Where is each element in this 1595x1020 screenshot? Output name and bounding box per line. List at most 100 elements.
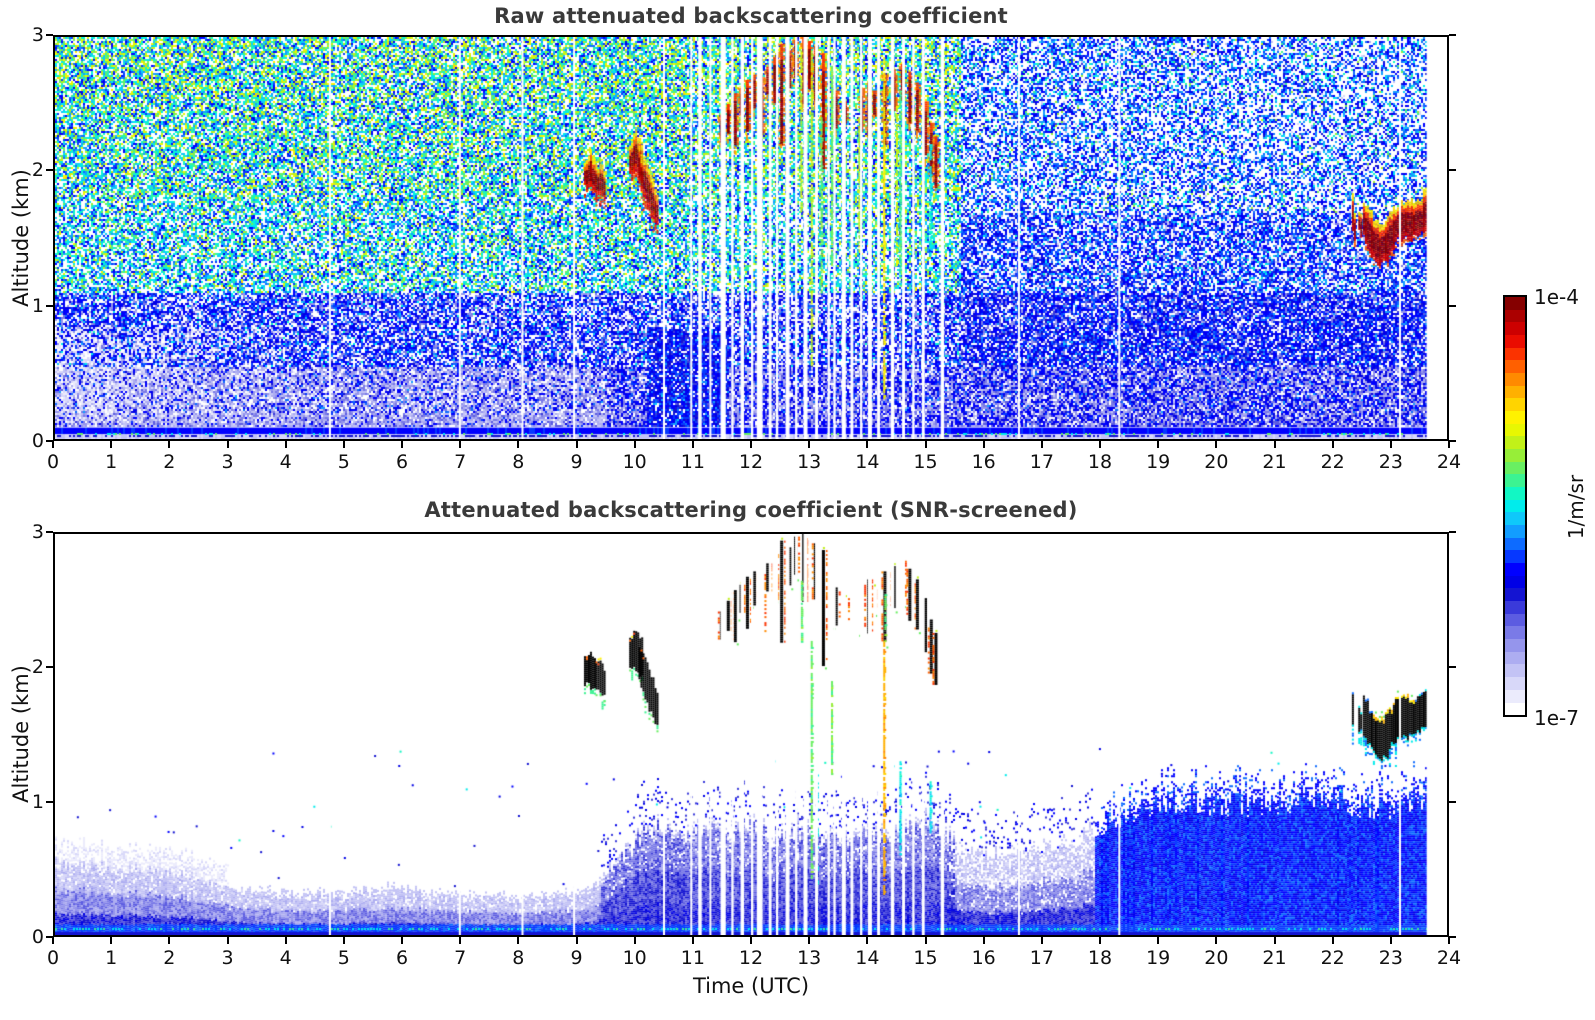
x-tick-label: 7 [454,947,467,969]
x-tick-mark [1215,937,1218,944]
x-tick-label: 20 [1204,947,1229,969]
x-tick-label: 10 [622,947,647,969]
x-tick-label: 11 [680,451,705,473]
x-tick-mark [1040,937,1043,944]
y-tick-mark [46,440,53,442]
bottom-panel-plot [53,532,1449,937]
colorbar-band [1505,385,1525,399]
colorbar-band [1505,297,1525,310]
x-tick-label: 15 [913,451,938,473]
x-tick-label: 20 [1204,451,1229,473]
x-tick-mark [52,937,54,944]
x-tick-mark [750,441,752,448]
x-tick-label: 21 [1262,947,1287,969]
y-tick-mark [1449,666,1456,668]
x-tick-mark [982,441,985,448]
colorbar-max-label: 1e-4 [1534,285,1579,309]
x-tick-label: 12 [738,947,764,969]
x-tick-mark [284,937,287,944]
x-tick-label: 9 [570,451,583,473]
colorbar-band [1505,487,1525,500]
x-tick-label: 0 [46,451,60,473]
colorbar-band [1505,702,1525,716]
x-tick-label: 19 [1146,451,1171,473]
x-tick-mark [866,937,869,944]
x-tick-mark [1273,441,1276,448]
colorbar-band [1505,613,1525,627]
x-tick-mark [168,937,171,944]
x-tick-label: 6 [395,947,409,969]
x-tick-mark [52,441,54,448]
x-tick-mark [750,937,752,944]
x-tick-label: 21 [1262,451,1287,473]
x-tick-mark [633,441,636,448]
x-tick-label: 13 [797,947,822,969]
x-tick-mark [982,937,985,944]
y-tick-mark [46,666,53,668]
colorbar-band [1505,651,1525,665]
colorbar-band [1505,550,1525,564]
x-tick-mark [1331,441,1334,448]
x-tick-mark [1389,937,1392,944]
x-tick-mark [110,937,113,944]
colorbar-band [1505,335,1525,348]
x-tick-mark [517,937,520,944]
x-tick-label: 8 [512,947,525,969]
colorbar-band [1505,436,1525,450]
y-tick-mark [46,801,53,803]
x-tick-mark [1389,441,1392,448]
y-tick-mark [46,531,53,533]
y-tick-mark [46,936,53,938]
y-tick-mark [1449,936,1456,938]
x-tick-label: 18 [1087,947,1113,969]
x-tick-mark [226,937,229,944]
colorbar-band [1505,347,1525,361]
colorbar-band [1505,626,1525,640]
y-tick-label: 3 [31,521,44,543]
x-tick-mark [1157,441,1160,448]
x-tick-mark [517,441,520,448]
x-tick-label: 7 [454,451,467,473]
x-tick-mark [110,441,113,448]
colorbar-band [1505,461,1525,475]
x-tick-label: 1 [105,451,118,473]
x-tick-mark [401,441,403,448]
x-tick-mark [459,937,462,944]
colorbar-band [1505,423,1525,437]
x-tick-mark [808,937,811,944]
y-tick-label: 3 [31,24,44,46]
x-tick-mark [691,441,694,448]
x-axis-label: Time (UTC) [692,974,810,998]
x-tick-label: 10 [622,451,647,473]
y-tick-mark [1449,169,1456,172]
x-tick-label: 6 [395,451,409,473]
colorbar-band [1505,601,1525,614]
colorbar-band [1505,537,1525,551]
y-tick-mark [1449,801,1456,803]
x-tick-label: 16 [971,451,996,473]
x-tick-label: 18 [1087,451,1113,473]
colorbar-band [1505,512,1525,526]
y-tick-label: 2 [31,159,44,182]
x-tick-label: 23 [1378,947,1403,969]
x-tick-mark [633,937,636,944]
x-tick-mark [1448,937,1450,944]
colorbar-band [1505,689,1525,703]
x-tick-mark [1273,937,1276,944]
colorbar-band [1505,664,1525,678]
top-heatmap-canvas [55,37,1447,439]
x-tick-label: 4 [279,451,292,473]
colorbar [1503,295,1527,717]
y-tick-mark [46,169,53,172]
colorbar-band [1505,677,1525,690]
y-tick-mark [1449,34,1456,36]
colorbar-band [1505,575,1525,589]
colorbar-unit-label: 1/m/sr [1564,474,1588,540]
x-tick-mark [691,937,694,944]
x-tick-mark [226,441,229,448]
x-tick-label: 24 [1436,947,1462,969]
x-tick-label: 11 [680,947,705,969]
y-tick-mark [46,304,53,307]
colorbar-band [1505,373,1525,386]
